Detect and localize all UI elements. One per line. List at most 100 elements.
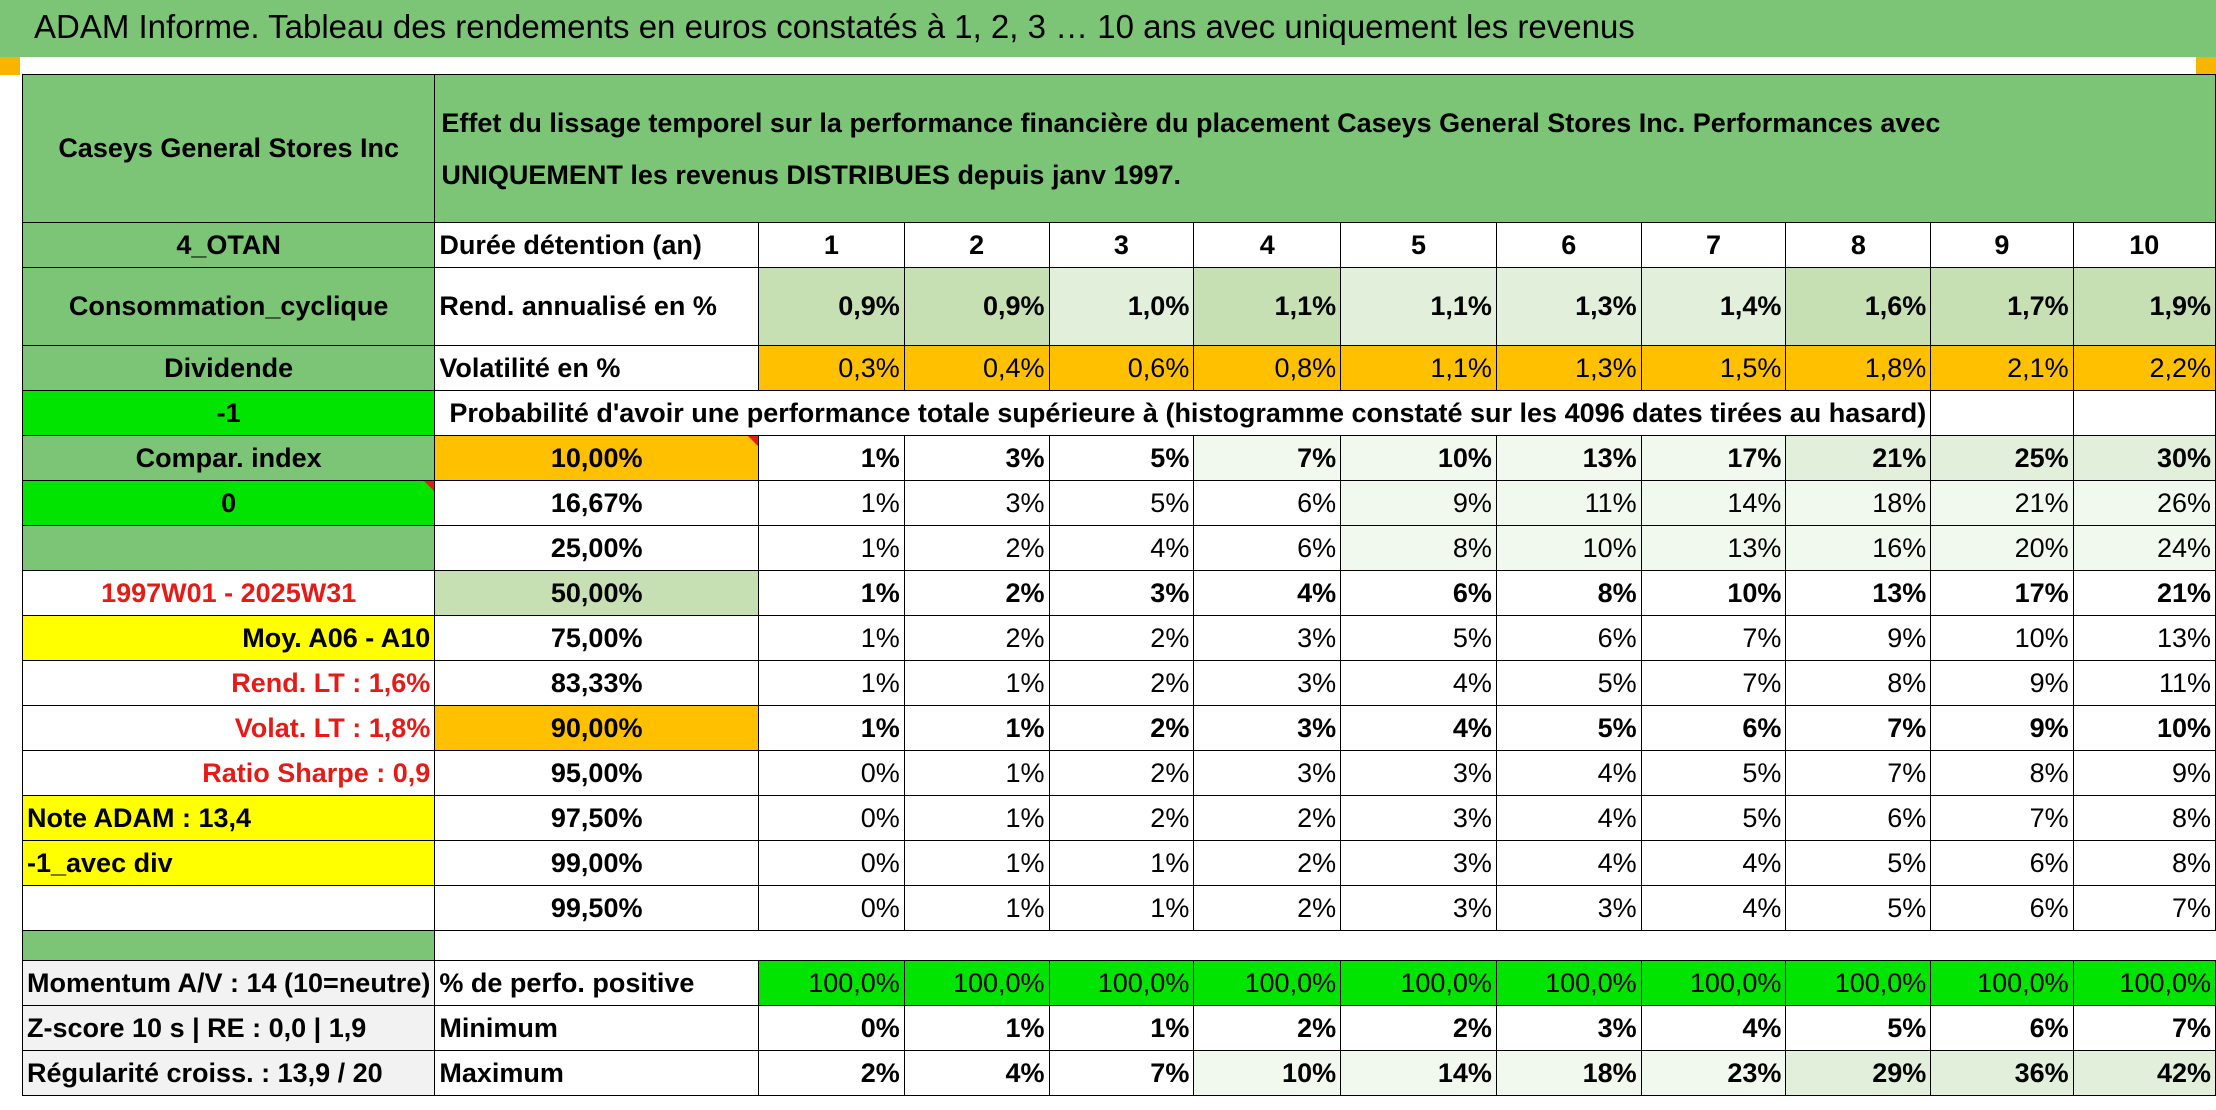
year-header: 10 (2072, 222, 2216, 268)
prob-value: 17% (1930, 570, 2074, 616)
prob-value: 1% (758, 480, 905, 526)
min-value: 5% (1785, 1005, 1932, 1051)
rend-value: 1,4% (1640, 267, 1787, 346)
prob-value: 1% (903, 795, 1050, 841)
prob-value: 11% (1495, 480, 1642, 526)
vol-value: 1,5% (1640, 345, 1787, 391)
vol-value: 1,3% (1495, 345, 1642, 391)
min-value: 1% (903, 1005, 1050, 1051)
max-value: 14% (1340, 1050, 1497, 1096)
year-header: 3 (1048, 222, 1195, 268)
min-value: 4% (1640, 1005, 1787, 1051)
spacer-cell (21, 930, 436, 961)
prob-value: 10% (1640, 570, 1787, 616)
prob-value: 9% (1340, 480, 1497, 526)
prob-value: 7% (1785, 750, 1932, 796)
rend-value: 1,1% (1340, 267, 1497, 346)
prob-value: 6% (1640, 705, 1787, 751)
prob-value: 2% (1193, 795, 1342, 841)
year-header: 7 (1640, 222, 1787, 268)
prob-threshold: 97,50% (434, 795, 760, 841)
vol-value: 0,4% (903, 345, 1050, 391)
page-title: ADAM Informe. Tableau des rendements en … (34, 8, 1635, 45)
max-value: 2% (758, 1050, 905, 1096)
pos-value: 100,0% (2072, 960, 2216, 1006)
prob-value: 1% (1048, 885, 1195, 931)
prob-value: 10% (1930, 615, 2074, 661)
prob-value: 1% (1048, 840, 1195, 886)
rend-value: 1,0% (1048, 267, 1195, 346)
prob-value: 7% (1193, 435, 1342, 481)
prob-value: 10% (1495, 525, 1642, 571)
empty-cell (2072, 390, 2216, 436)
prob-threshold: 25,00% (434, 525, 760, 571)
prob-value: 5% (1048, 480, 1195, 526)
prob-value: 10% (2072, 705, 2216, 751)
prob-threshold: 75,00% (434, 615, 760, 661)
sharpe-label: Ratio Sharpe : 0,9 (21, 750, 436, 796)
period-label: 1997W01 - 2025W31 (21, 570, 436, 616)
prob-value: 2% (1048, 660, 1195, 706)
prob-value: 1% (758, 525, 905, 571)
prob-value: 4% (1048, 525, 1195, 571)
prob-value: 20% (1930, 525, 2074, 571)
prob-value: 2% (1193, 885, 1342, 931)
prob-value: 17% (1640, 435, 1787, 481)
pos-value: 100,0% (758, 960, 905, 1006)
corner-marker (2196, 57, 2216, 75)
performance-table: Caseys General Stores Inc Effet du lissag… (21, 74, 2216, 1096)
prob-value: 4% (1340, 705, 1497, 751)
max-value: 23% (1640, 1050, 1787, 1096)
pos-value: 100,0% (1785, 960, 1932, 1006)
prob-threshold: 50,00% (434, 570, 760, 616)
pos-value: 100,0% (1193, 960, 1342, 1006)
prob-value: 6% (1930, 885, 2074, 931)
prob-threshold: 10,00% (434, 435, 760, 481)
prob-value: 6% (1495, 615, 1642, 661)
prob-value: 1% (758, 615, 905, 661)
year-header: 5 (1340, 222, 1497, 268)
prob-value: 5% (1785, 840, 1932, 886)
min-value: 7% (2072, 1005, 2216, 1051)
prob-value: 26% (2072, 480, 2216, 526)
max-value: 36% (1930, 1050, 2074, 1096)
min-value: 6% (1930, 1005, 2074, 1051)
pos-value: 100,0% (1495, 960, 1642, 1006)
prob-value: 8% (1340, 525, 1497, 571)
proba-label: Probabilité d'avoir une performance tota… (434, 390, 1932, 436)
empty-cell (21, 525, 436, 571)
prob-value: 2% (1193, 840, 1342, 886)
prob-value: 7% (1785, 705, 1932, 751)
empty-cell (21, 885, 436, 931)
max-value: 7% (1048, 1050, 1195, 1096)
prob-threshold: 83,33% (434, 660, 760, 706)
prob-value: 11% (2072, 660, 2216, 706)
avec-div-label: -1_avec div (21, 840, 436, 886)
compar-index-label: Compar. index (21, 435, 436, 481)
pos-value: 100,0% (1048, 960, 1195, 1006)
prob-value: 16% (1785, 525, 1932, 571)
prob-value: 0% (758, 795, 905, 841)
empty-cell (1930, 390, 2074, 436)
prob-value: 1% (903, 660, 1050, 706)
minus-one-cell: -1 (21, 390, 436, 436)
prob-value: 6% (1193, 480, 1342, 526)
prob-value: 8% (1930, 750, 2074, 796)
prob-value: 8% (1785, 660, 1932, 706)
prob-value: 9% (1785, 615, 1932, 661)
prob-value: 1% (758, 435, 905, 481)
vol-label: Volatilité en % (434, 345, 760, 391)
prob-threshold: 95,00% (434, 750, 760, 796)
prob-value: 1% (903, 885, 1050, 931)
prob-value: 14% (1640, 480, 1787, 526)
rend-lt-label: Rend. LT : 1,6% (21, 660, 436, 706)
title-bar: ADAM Informe. Tableau des rendements en … (0, 0, 2216, 57)
min-label: Minimum (434, 1005, 760, 1051)
rend-value: 1,9% (2072, 267, 2216, 346)
prob-threshold: 16,67% (434, 480, 760, 526)
prob-value: 10% (1340, 435, 1497, 481)
prob-value: 13% (2072, 615, 2216, 661)
prob-value: 3% (903, 435, 1050, 481)
prob-value: 8% (1495, 570, 1642, 616)
prob-value: 1% (903, 705, 1050, 751)
